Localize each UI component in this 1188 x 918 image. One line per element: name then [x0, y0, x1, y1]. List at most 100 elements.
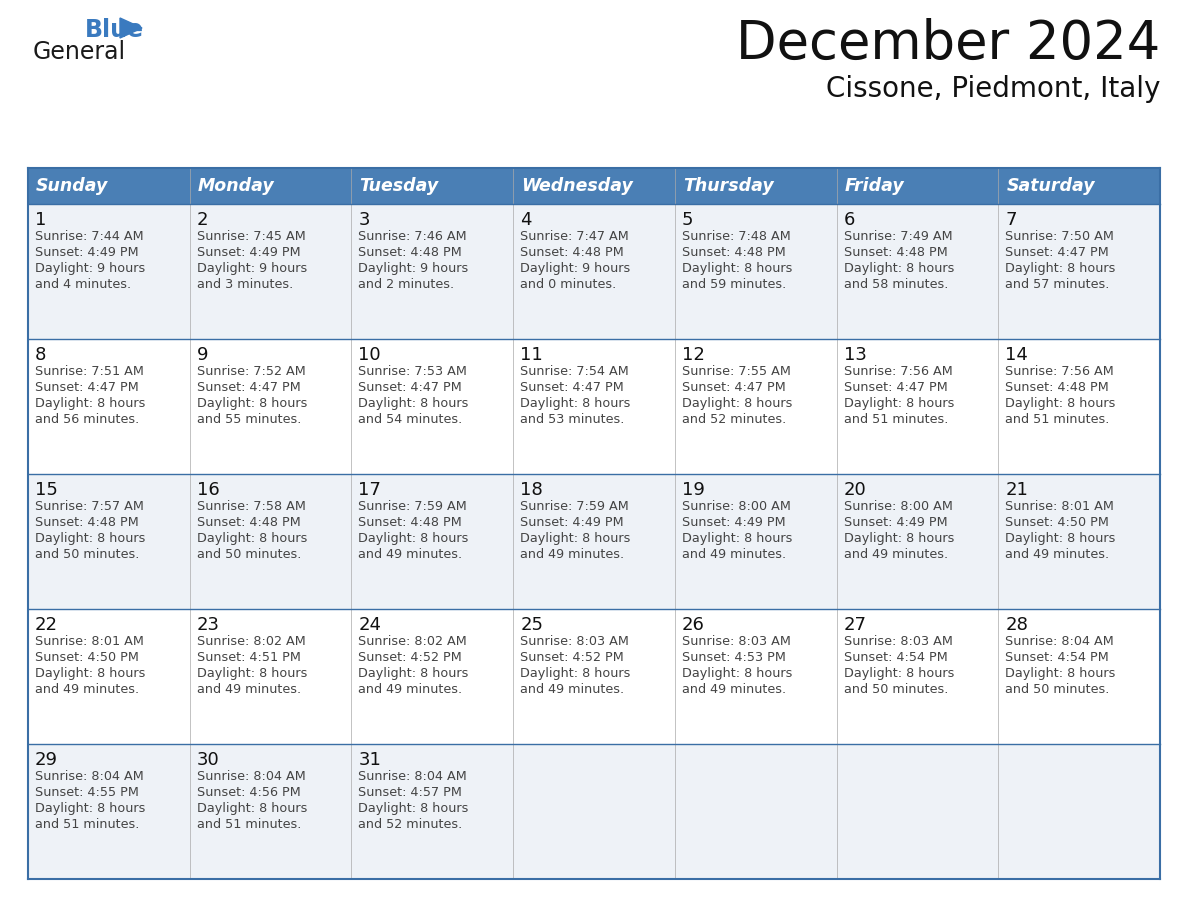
- Text: Sunset: 4:50 PM: Sunset: 4:50 PM: [1005, 516, 1110, 529]
- Text: Daylight: 8 hours: Daylight: 8 hours: [1005, 397, 1116, 410]
- Text: General: General: [33, 40, 126, 64]
- Text: Sunset: 4:47 PM: Sunset: 4:47 PM: [197, 381, 301, 394]
- Text: Daylight: 8 hours: Daylight: 8 hours: [682, 262, 792, 275]
- Text: Sunset: 4:48 PM: Sunset: 4:48 PM: [197, 516, 301, 529]
- Text: Daylight: 8 hours: Daylight: 8 hours: [682, 397, 792, 410]
- Text: and 50 minutes.: and 50 minutes.: [197, 548, 301, 561]
- Text: and 49 minutes.: and 49 minutes.: [520, 548, 624, 561]
- Text: Sunrise: 8:03 AM: Sunrise: 8:03 AM: [520, 635, 628, 648]
- Text: Sunrise: 8:04 AM: Sunrise: 8:04 AM: [1005, 635, 1114, 648]
- Bar: [29, 474, 1159, 609]
- Text: and 3 minutes.: and 3 minutes.: [197, 278, 293, 291]
- Text: Sunset: 4:49 PM: Sunset: 4:49 PM: [34, 246, 139, 259]
- Text: Sunday: Sunday: [36, 177, 108, 195]
- Text: Daylight: 8 hours: Daylight: 8 hours: [197, 667, 307, 680]
- Text: 27: 27: [843, 616, 866, 634]
- Text: Daylight: 8 hours: Daylight: 8 hours: [359, 667, 469, 680]
- Text: Sunrise: 8:03 AM: Sunrise: 8:03 AM: [682, 635, 791, 648]
- Text: 8: 8: [34, 346, 46, 364]
- Text: and 58 minutes.: and 58 minutes.: [843, 278, 948, 291]
- Text: Daylight: 8 hours: Daylight: 8 hours: [359, 532, 469, 545]
- Text: and 49 minutes.: and 49 minutes.: [682, 548, 786, 561]
- Text: Daylight: 8 hours: Daylight: 8 hours: [197, 802, 307, 815]
- Text: Sunset: 4:54 PM: Sunset: 4:54 PM: [1005, 651, 1110, 664]
- Text: Wednesday: Wednesday: [522, 177, 633, 195]
- Text: Sunrise: 7:50 AM: Sunrise: 7:50 AM: [1005, 230, 1114, 243]
- Text: 25: 25: [520, 616, 543, 634]
- Text: Daylight: 9 hours: Daylight: 9 hours: [359, 262, 469, 275]
- Text: Sunrise: 7:56 AM: Sunrise: 7:56 AM: [1005, 365, 1114, 378]
- Text: Sunrise: 8:01 AM: Sunrise: 8:01 AM: [34, 635, 144, 648]
- Text: Sunrise: 7:48 AM: Sunrise: 7:48 AM: [682, 230, 790, 243]
- Text: and 59 minutes.: and 59 minutes.: [682, 278, 786, 291]
- Text: 20: 20: [843, 481, 866, 499]
- Text: 1: 1: [34, 211, 46, 229]
- Text: 12: 12: [682, 346, 704, 364]
- Text: 14: 14: [1005, 346, 1028, 364]
- Text: Sunrise: 8:04 AM: Sunrise: 8:04 AM: [34, 770, 144, 783]
- Text: Daylight: 8 hours: Daylight: 8 hours: [843, 532, 954, 545]
- Text: 7: 7: [1005, 211, 1017, 229]
- Text: Daylight: 8 hours: Daylight: 8 hours: [682, 532, 792, 545]
- Text: Daylight: 8 hours: Daylight: 8 hours: [359, 802, 469, 815]
- Text: Daylight: 8 hours: Daylight: 8 hours: [34, 802, 145, 815]
- Text: 21: 21: [1005, 481, 1028, 499]
- Text: and 49 minutes.: and 49 minutes.: [34, 683, 139, 696]
- Text: Sunrise: 8:04 AM: Sunrise: 8:04 AM: [197, 770, 305, 783]
- Bar: [29, 168, 1159, 204]
- Text: and 51 minutes.: and 51 minutes.: [843, 413, 948, 426]
- Text: Sunrise: 7:52 AM: Sunrise: 7:52 AM: [197, 365, 305, 378]
- Text: 15: 15: [34, 481, 58, 499]
- Text: Sunrise: 7:49 AM: Sunrise: 7:49 AM: [843, 230, 953, 243]
- Text: Daylight: 8 hours: Daylight: 8 hours: [359, 397, 469, 410]
- Text: and 55 minutes.: and 55 minutes.: [197, 413, 301, 426]
- Text: Daylight: 8 hours: Daylight: 8 hours: [520, 532, 631, 545]
- Text: Sunset: 4:49 PM: Sunset: 4:49 PM: [520, 516, 624, 529]
- Text: and 52 minutes.: and 52 minutes.: [359, 818, 462, 831]
- Text: Sunrise: 8:02 AM: Sunrise: 8:02 AM: [359, 635, 467, 648]
- Text: and 49 minutes.: and 49 minutes.: [1005, 548, 1110, 561]
- Text: Sunrise: 7:58 AM: Sunrise: 7:58 AM: [197, 500, 305, 513]
- Text: and 57 minutes.: and 57 minutes.: [1005, 278, 1110, 291]
- Text: Sunrise: 7:46 AM: Sunrise: 7:46 AM: [359, 230, 467, 243]
- Text: and 56 minutes.: and 56 minutes.: [34, 413, 139, 426]
- Text: Sunrise: 8:03 AM: Sunrise: 8:03 AM: [843, 635, 953, 648]
- Text: Friday: Friday: [845, 177, 904, 195]
- Text: and 52 minutes.: and 52 minutes.: [682, 413, 786, 426]
- Text: and 51 minutes.: and 51 minutes.: [197, 818, 301, 831]
- Text: Sunset: 4:56 PM: Sunset: 4:56 PM: [197, 786, 301, 799]
- Bar: [29, 339, 1159, 474]
- Text: Sunrise: 7:45 AM: Sunrise: 7:45 AM: [197, 230, 305, 243]
- Text: Sunset: 4:48 PM: Sunset: 4:48 PM: [843, 246, 947, 259]
- Text: Daylight: 8 hours: Daylight: 8 hours: [1005, 667, 1116, 680]
- Text: 3: 3: [359, 211, 369, 229]
- Text: and 2 minutes.: and 2 minutes.: [359, 278, 455, 291]
- Text: Sunrise: 7:59 AM: Sunrise: 7:59 AM: [359, 500, 467, 513]
- Text: Sunset: 4:48 PM: Sunset: 4:48 PM: [34, 516, 139, 529]
- Text: Sunset: 4:47 PM: Sunset: 4:47 PM: [843, 381, 947, 394]
- Text: and 49 minutes.: and 49 minutes.: [359, 548, 462, 561]
- Text: and 49 minutes.: and 49 minutes.: [520, 683, 624, 696]
- Text: 29: 29: [34, 751, 58, 769]
- Text: 28: 28: [1005, 616, 1028, 634]
- Text: 31: 31: [359, 751, 381, 769]
- Text: Daylight: 8 hours: Daylight: 8 hours: [1005, 532, 1116, 545]
- Text: and 54 minutes.: and 54 minutes.: [359, 413, 462, 426]
- Text: 16: 16: [197, 481, 220, 499]
- Text: Sunrise: 7:47 AM: Sunrise: 7:47 AM: [520, 230, 628, 243]
- Text: Blue: Blue: [86, 18, 144, 42]
- Text: Daylight: 8 hours: Daylight: 8 hours: [34, 397, 145, 410]
- Text: Daylight: 8 hours: Daylight: 8 hours: [1005, 262, 1116, 275]
- Text: 19: 19: [682, 481, 704, 499]
- Text: Sunrise: 7:54 AM: Sunrise: 7:54 AM: [520, 365, 628, 378]
- Text: Sunrise: 7:44 AM: Sunrise: 7:44 AM: [34, 230, 144, 243]
- Text: 13: 13: [843, 346, 866, 364]
- Text: Sunrise: 7:56 AM: Sunrise: 7:56 AM: [843, 365, 953, 378]
- Text: and 49 minutes.: and 49 minutes.: [197, 683, 301, 696]
- Text: Cissone, Piedmont, Italy: Cissone, Piedmont, Italy: [826, 75, 1159, 103]
- Text: 11: 11: [520, 346, 543, 364]
- Text: 24: 24: [359, 616, 381, 634]
- Text: Daylight: 8 hours: Daylight: 8 hours: [34, 532, 145, 545]
- Text: Sunset: 4:48 PM: Sunset: 4:48 PM: [682, 246, 785, 259]
- Text: Daylight: 8 hours: Daylight: 8 hours: [197, 397, 307, 410]
